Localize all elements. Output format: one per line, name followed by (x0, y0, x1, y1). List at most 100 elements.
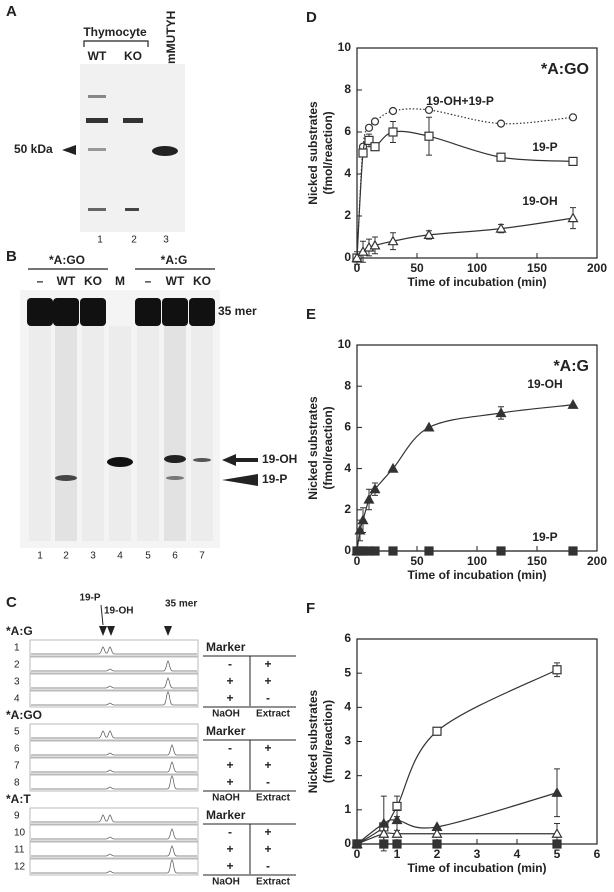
band (193, 458, 211, 462)
lane-number: 2 (63, 551, 69, 562)
point (496, 152, 506, 162)
x-tick-label: 3 (474, 847, 481, 861)
trace-box (29, 841, 199, 859)
lane-label: WT (88, 49, 107, 63)
table-cell: + (264, 825, 271, 839)
table-cell: - (228, 825, 232, 839)
point (364, 123, 374, 132)
panel-letter: E (306, 306, 316, 323)
lane-label: – (37, 274, 44, 288)
point (423, 421, 435, 432)
x-axis-label: Time of incubation (min) (407, 861, 546, 875)
trace (31, 828, 197, 840)
series-line (356, 404, 574, 552)
row-number: 8 (14, 778, 20, 789)
table-cell: - (228, 741, 232, 755)
table-header: Marker (206, 808, 246, 822)
y-axis-label: (fmol/reaction) (321, 700, 335, 783)
smear (164, 326, 186, 541)
table-cell: + (226, 859, 233, 873)
y-tick-label: 6 (344, 420, 351, 434)
y-axis-label: Nicked substrates (306, 689, 320, 793)
lane-label: KO (84, 274, 102, 288)
bracket (83, 40, 149, 47)
trace-box (29, 807, 199, 825)
x-tick-label: 200 (587, 261, 607, 275)
chart-title: *A:G (553, 358, 589, 375)
band (88, 148, 106, 151)
trace-box (29, 858, 199, 876)
table-cell: + (226, 691, 233, 705)
band (88, 208, 106, 211)
group-label: *A:T (6, 792, 31, 806)
point (424, 105, 434, 115)
smear (29, 326, 51, 541)
y-axis-label: Nicked substrates (306, 396, 320, 500)
point (568, 546, 578, 556)
smear (137, 326, 159, 541)
panel-letter: F (306, 600, 315, 617)
band (135, 298, 161, 326)
x-tick-label: 4 (514, 847, 521, 861)
plot-frame (356, 344, 598, 552)
lane-label: – (145, 274, 152, 288)
lane-number: 2 (131, 235, 137, 246)
table-footer: NaOH (212, 709, 240, 720)
band-label: 19-P (262, 472, 287, 486)
row-number: 2 (14, 660, 20, 671)
series-label: 19-OH (527, 377, 562, 391)
band (27, 298, 53, 326)
point (423, 229, 435, 239)
arrow (222, 474, 258, 486)
point (552, 665, 562, 675)
x-tick-label: 5 (554, 847, 561, 861)
y-tick-label: 1 (344, 802, 351, 816)
trace (31, 660, 197, 672)
lane-label: WT (166, 274, 185, 288)
series-label: 19-OH (522, 194, 557, 208)
point (431, 828, 443, 838)
table-cell: + (264, 758, 271, 772)
panel-letter: C (6, 594, 17, 611)
lane-number: 3 (163, 235, 169, 246)
point (352, 839, 362, 849)
x-tick-label: 150 (527, 261, 547, 275)
table-cell: + (264, 674, 271, 688)
trace (31, 646, 197, 655)
x-tick-label: 50 (410, 261, 424, 275)
peak-label: 35 mer (165, 599, 197, 610)
y-tick-label: 4 (344, 700, 351, 714)
y-tick-label: 0 (344, 250, 351, 264)
y-axis-label: (fmol/reaction) (321, 406, 335, 489)
x-tick-label: 50 (410, 554, 424, 568)
y-tick-label: 5 (344, 665, 351, 679)
group-label: *A:G (6, 624, 33, 638)
x-tick-label: 0 (354, 261, 361, 275)
trace (31, 744, 197, 756)
table-footer: Extract (256, 877, 291, 888)
x-axis-label: Time of incubation (min) (407, 568, 546, 582)
point (358, 148, 368, 158)
row-number: 11 (14, 845, 25, 856)
series-line (356, 669, 558, 845)
table-footer: Extract (256, 793, 291, 804)
y-tick-label: 3 (344, 734, 351, 748)
point (551, 828, 563, 838)
table-header: Marker (206, 724, 246, 738)
marker-label: 50 kDa (14, 142, 53, 156)
table-footer: NaOH (212, 793, 240, 804)
table-cell: + (226, 842, 233, 856)
band (80, 298, 106, 326)
x-tick-label: 1 (394, 847, 401, 861)
trace (31, 761, 197, 773)
point (370, 546, 380, 556)
point (496, 546, 506, 556)
series-label: 19-P (532, 140, 557, 154)
point (354, 524, 366, 535)
point (567, 399, 579, 409)
y-axis-label: Nicked substrates (306, 101, 320, 205)
y-tick-label: 6 (344, 124, 351, 138)
table-cell: - (266, 691, 270, 705)
point (567, 212, 579, 223)
